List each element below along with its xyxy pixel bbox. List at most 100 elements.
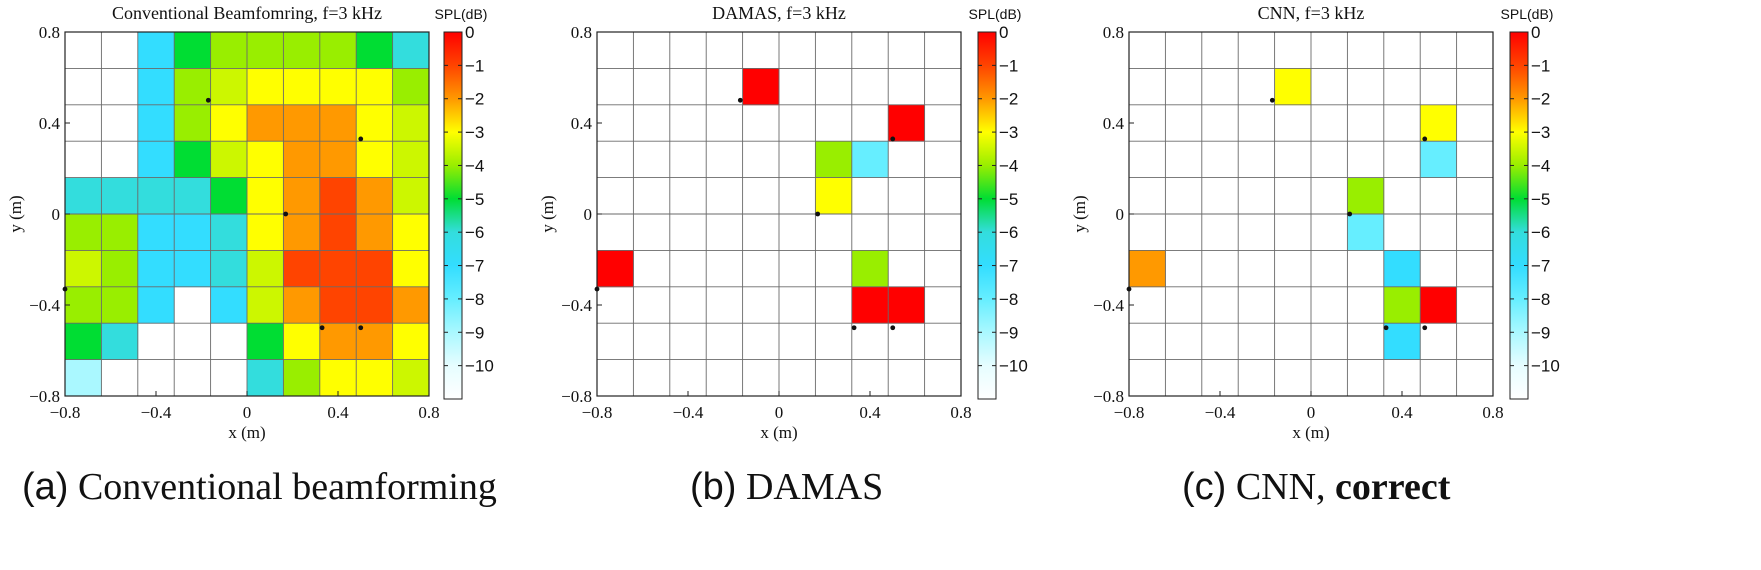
heatmap-cell <box>1347 177 1385 215</box>
heatmap-cell <box>283 286 321 324</box>
heatmap-cell <box>247 104 284 142</box>
source-marker <box>815 211 821 217</box>
colorbar-tick-label: −5 <box>465 190 484 209</box>
chart-panel-1: −0.8 −0.4 0 0.4 0.8 −0.8 −0.4 0 0.4 0.8 x (m) y (m)… <box>6 3 494 442</box>
colorbar-tick-label: −10 <box>999 357 1028 376</box>
heatmap-cell <box>247 141 284 178</box>
heatmap-cell <box>1420 104 1457 142</box>
y-tick-label: −0.4 <box>29 296 60 315</box>
heatmap-cell <box>174 104 211 142</box>
y-tick-label: −0.8 <box>561 387 592 406</box>
heatmap-cell <box>392 32 430 69</box>
caption-b: (b) DAMAS <box>690 465 883 509</box>
heatmap-cell <box>137 104 175 142</box>
heatmap-cell <box>319 214 357 251</box>
y-tick-label: 0.4 <box>39 114 61 133</box>
y-tick-label: 0.8 <box>571 23 592 42</box>
heatmap-cell <box>1420 286 1457 324</box>
heatmap-cell <box>319 32 357 69</box>
heatmap-cell <box>101 250 139 288</box>
heatmap-cell <box>137 214 175 251</box>
heatmap-cell <box>319 104 357 142</box>
y-axis-label: y (m) <box>6 195 25 232</box>
y-tick-label: −0.8 <box>29 387 60 406</box>
colorbar-tick-label: −7 <box>999 257 1018 276</box>
heatmap-cell <box>888 286 925 324</box>
colorbar-tick-label: −6 <box>465 223 484 242</box>
heatmap-cell <box>210 177 248 215</box>
heatmap-cell <box>392 323 430 360</box>
caption-a-text: Conventional beamforming <box>77 466 497 508</box>
heatmap-cell <box>174 32 211 69</box>
heatmap-cell <box>1129 250 1166 288</box>
y-tick-label: 0.8 <box>39 23 60 42</box>
y-tick-label: −0.4 <box>1093 296 1124 315</box>
colorbar-tick-label: 0 <box>999 23 1008 42</box>
heatmap-cell <box>174 250 211 288</box>
heatmap-cell <box>247 68 284 106</box>
heatmap-cell <box>65 214 102 251</box>
source-marker <box>594 286 600 292</box>
heatmap-cell <box>137 141 175 178</box>
heatmap-cell <box>210 250 248 288</box>
heatmap-cell <box>356 214 393 251</box>
colorbar-tick-label: −6 <box>1531 223 1550 242</box>
heatmap-cell <box>283 68 321 106</box>
colorbar-label: SPL(dB) <box>1501 6 1554 22</box>
colorbar <box>977 31 997 400</box>
heatmap-cell <box>283 177 321 215</box>
heatmap-cell <box>356 141 393 178</box>
colorbar-tick-label: −9 <box>1531 323 1550 342</box>
x-tick-label: 0.4 <box>327 403 349 422</box>
colorbar-tick-label: 0 <box>465 23 474 42</box>
heatmap-cell <box>210 104 248 142</box>
x-axis-label: x (m) <box>1292 423 1329 442</box>
y-tick-label: 0.8 <box>1103 23 1124 42</box>
heatmap-cell <box>1383 286 1421 324</box>
heatmap-cell <box>356 177 393 215</box>
heatmap-cell <box>210 68 248 106</box>
heatmap-cell <box>65 323 102 360</box>
heatmap-cell <box>65 359 102 397</box>
colorbar-tick-label: −3 <box>999 123 1018 142</box>
x-tick-label: 0.8 <box>418 403 439 422</box>
chart-title: CNN, f=3 kHz <box>1258 3 1365 23</box>
heatmap-cell <box>392 141 430 178</box>
source-marker <box>358 325 364 331</box>
heatmap-cell <box>392 68 430 106</box>
source-marker <box>205 97 211 103</box>
heatmap-cell <box>247 32 284 69</box>
heatmap-cell <box>174 177 211 215</box>
heatmap-cell <box>1383 250 1421 288</box>
heatmap-cell <box>1383 323 1421 360</box>
heatmap-cell <box>283 141 321 178</box>
y-tick-label: 0 <box>584 205 593 224</box>
heatmap-cell <box>319 286 357 324</box>
heatmap-cell <box>392 177 430 215</box>
colorbar-tick-label: −9 <box>465 323 484 342</box>
source-marker <box>890 136 896 142</box>
colorbar-tick-label: −5 <box>999 190 1018 209</box>
colorbar-tick-label: −8 <box>999 290 1018 309</box>
heatmap-cell <box>319 323 357 360</box>
heatmap-cell <box>247 250 284 288</box>
colorbar-tick-label: −1 <box>999 56 1018 75</box>
colorbar-tick-label: 0 <box>1531 23 1540 42</box>
heatmap-cell <box>137 32 175 69</box>
y-tick-label: 0.4 <box>571 114 593 133</box>
heatmap-cell <box>851 250 889 288</box>
caption-c: (c) CNN, correct <box>1182 465 1450 509</box>
y-tick-label: −0.8 <box>1093 387 1124 406</box>
heatmap-cell <box>137 286 175 324</box>
heatmap-cell <box>247 214 284 251</box>
heatmap-cell <box>1420 141 1457 178</box>
caption-a: (a) Conventional beamforming <box>22 465 497 509</box>
heatmap-cell <box>356 286 393 324</box>
heatmap-cell <box>247 286 284 324</box>
colorbar-tick-label: −8 <box>465 290 484 309</box>
x-tick-label: −0.8 <box>1114 403 1145 422</box>
y-axis-label: y (m) <box>538 195 557 232</box>
x-tick-label: −0.4 <box>673 403 704 422</box>
heatmap-cell <box>356 32 393 69</box>
x-tick-label: −0.8 <box>50 403 81 422</box>
